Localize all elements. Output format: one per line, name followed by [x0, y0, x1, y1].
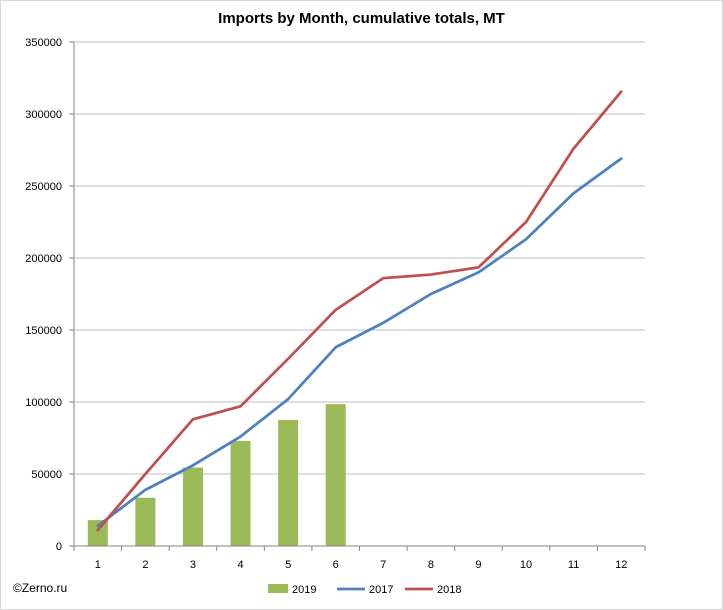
legend-label-2018: 2018 [437, 584, 461, 596]
bar-2019 [230, 440, 251, 546]
series-lines [96, 90, 623, 532]
legend-label-2019: 2019 [292, 584, 316, 596]
y-tick-label: 150000 [25, 325, 62, 337]
y-tick-label: 100000 [25, 397, 62, 409]
x-tick-label: 8 [428, 559, 434, 571]
y-tick-label: 200000 [25, 253, 62, 265]
y-tick-label: 50000 [31, 469, 62, 481]
bar-2019 [87, 520, 108, 546]
legend: 2019 2017 2018 [268, 584, 461, 596]
gridlines [74, 41, 645, 475]
x-tick-label: 7 [380, 559, 386, 571]
axes [69, 41, 646, 551]
x-tick-label: 1 [95, 559, 101, 571]
chart-title: Imports by Month, cumulative totals, MT [218, 10, 505, 27]
x-tick-label: 4 [237, 559, 243, 571]
x-tick-label: 11 [568, 559, 579, 571]
x-tick-label: 5 [285, 559, 291, 571]
x-tick-label: 6 [333, 559, 339, 571]
y-tick-label: 350000 [25, 37, 62, 49]
x-tick-label: 12 [615, 559, 627, 571]
y-tick-label: 300000 [25, 109, 62, 121]
bar-2019 [182, 467, 203, 546]
x-tick-labels: 1 2 3 4 5 6 7 8 9 10 11 12 [95, 559, 628, 571]
x-tick-label: 9 [475, 559, 481, 571]
bars-2019 [87, 404, 346, 546]
copyright-text: ©Zerno.ru [13, 581, 68, 595]
legend-label-2017: 2017 [369, 584, 393, 596]
y-tick-label: 0 [56, 541, 62, 553]
bar-2019 [135, 497, 156, 546]
bar-2019 [278, 420, 299, 546]
x-tick-label: 2 [142, 559, 148, 571]
line-2018 [96, 90, 623, 532]
line-2017 [96, 157, 623, 528]
bar-2019 [325, 404, 346, 546]
legend-swatch-2019 [268, 584, 288, 593]
y-tick-label: 250000 [25, 181, 62, 193]
x-tick-label: 3 [190, 559, 196, 571]
x-tick-label: 10 [520, 559, 532, 571]
y-tick-labels: 0 50000 100000 150000 200000 250000 300000 3500… [25, 37, 62, 553]
